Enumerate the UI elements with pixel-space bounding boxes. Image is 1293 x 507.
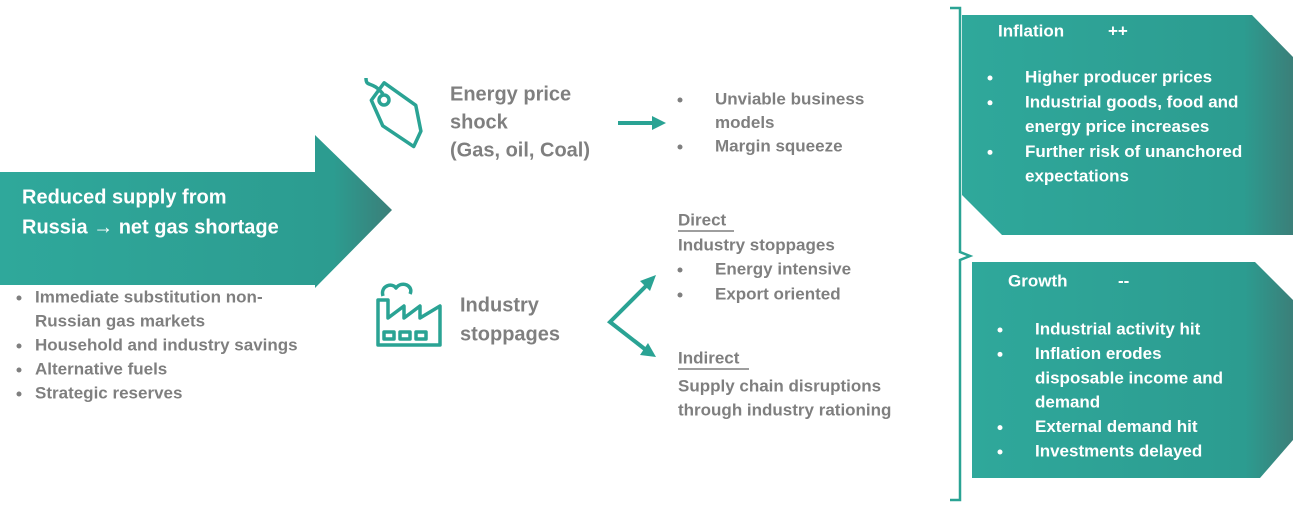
industry-label: Industry [460, 294, 540, 316]
bullet [677, 97, 683, 103]
bullet-text: Immediate substitution non- [35, 287, 263, 306]
bullet-text: Household and industry savings [35, 335, 298, 354]
bullet-text: energy price increases [1025, 117, 1209, 136]
box-sign: -- [1118, 271, 1129, 290]
brace [950, 6, 974, 502]
box-sign: ++ [1108, 21, 1128, 40]
bullet [997, 449, 1003, 455]
inflation-box [962, 15, 1293, 235]
bullet [987, 75, 993, 81]
bullet [987, 149, 993, 155]
bullet [997, 327, 1003, 333]
bullet-text: Industrial goods, food and [1025, 92, 1238, 111]
arrow-right [618, 116, 666, 130]
shock-label: shock [450, 111, 509, 133]
bullet-text: Further risk of unanchored [1025, 142, 1242, 161]
bullet-text: Strategic reserves [35, 383, 182, 402]
bullet-text: Export oriented [715, 284, 841, 303]
subheading: Industry stoppages [678, 235, 835, 254]
bullet-text: disposable income and [1035, 368, 1223, 387]
bullet-text: Inflation erodes [1035, 344, 1162, 363]
bullet-text: Investments delayed [1035, 441, 1202, 460]
bullet-text: Unviable business [715, 89, 864, 108]
bullet [987, 100, 993, 106]
bullet [16, 343, 22, 349]
heading: Direct [678, 210, 727, 229]
shock-label: (Gas, oil, Coal) [450, 139, 590, 161]
heading: Indirect [678, 348, 740, 367]
box-title: Growth [1008, 271, 1068, 290]
tag-icon [364, 77, 423, 149]
bullet-text: demand [1035, 393, 1100, 412]
factory-icon [376, 282, 442, 347]
bullet-text: Industrial activity hit [1035, 319, 1201, 338]
bullet-text: Alternative fuels [35, 359, 167, 378]
bullet-text: Higher producer prices [1025, 67, 1212, 86]
bullet-text: expectations [1025, 167, 1129, 186]
bullet-text: External demand hit [1035, 417, 1198, 436]
bullet [997, 425, 1003, 431]
fork-arrows [606, 275, 656, 357]
main-text: Russia → net gas shortage [22, 216, 279, 238]
indirect-text: Supply chain disruptions [678, 376, 881, 395]
growth-box [972, 262, 1293, 478]
bullet [997, 351, 1003, 357]
main-arrow [0, 135, 392, 288]
bullet [677, 144, 683, 150]
industry-label: stoppages [460, 323, 560, 345]
bullet [16, 367, 22, 373]
bullet-text: models [715, 113, 775, 132]
shock-label: Energy price [450, 83, 571, 105]
bullet [677, 267, 683, 273]
bullet [16, 295, 22, 301]
main-text: Reduced supply from [22, 186, 226, 208]
bullet-text: Margin squeeze [715, 136, 843, 155]
bullet-text: Russian gas markets [35, 311, 205, 330]
box-title: Inflation [998, 21, 1064, 40]
bullet [677, 292, 683, 298]
indirect-text: through industry rationing [678, 400, 891, 419]
bullet-text: Energy intensive [715, 259, 851, 278]
bullet [16, 391, 22, 397]
